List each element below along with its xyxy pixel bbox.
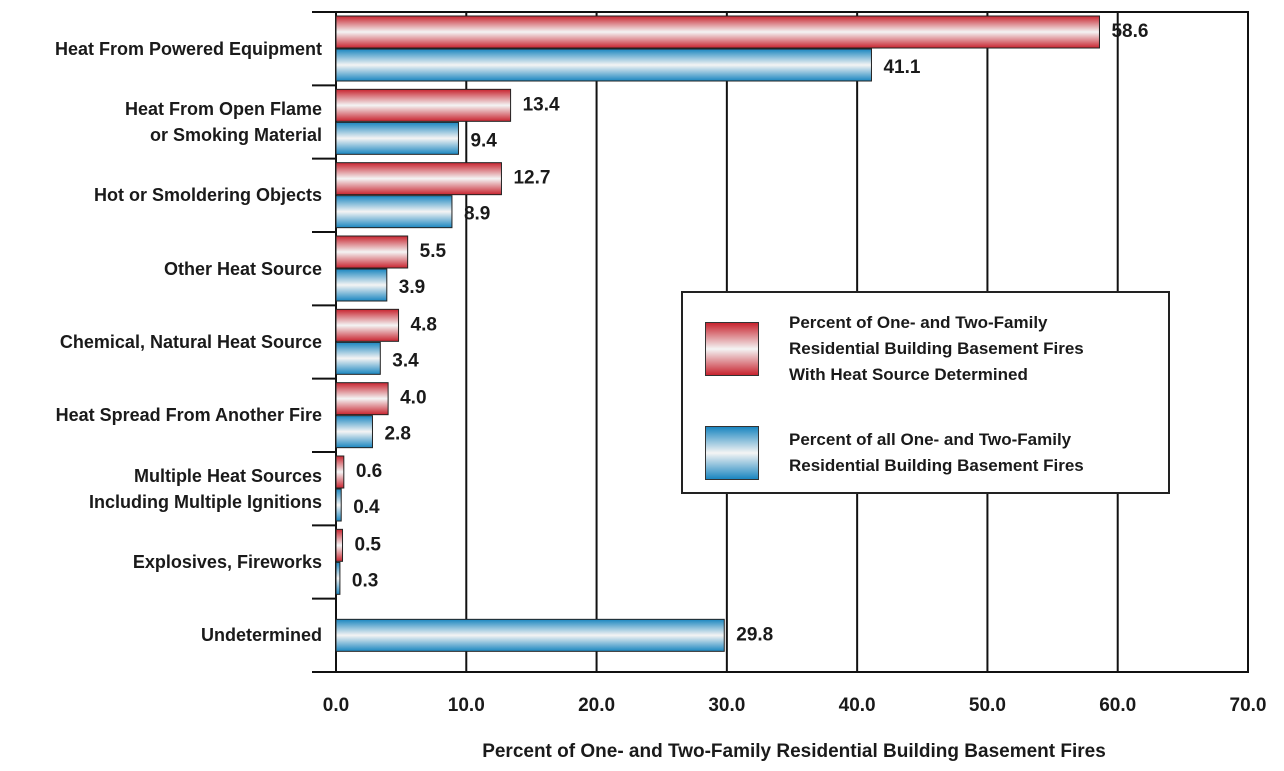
legend-label: Percent of all One- and Two-Family Resid… (789, 430, 1084, 475)
value-label: 12.7 (513, 168, 550, 189)
value-label: 4.8 (411, 314, 437, 335)
value-label: 0.3 (352, 570, 378, 591)
x-tick-label: 20.0 (578, 695, 615, 716)
x-tick-label: 40.0 (839, 695, 876, 716)
legend-item: Percent of all One- and Two-Family Resid… (705, 426, 1084, 480)
bar (335, 235, 409, 269)
bar (335, 121, 459, 155)
bar (335, 382, 389, 416)
value-label: 8.9 (464, 204, 490, 225)
y-tick-label: Heat From Open Flame or Smoking Material (124, 99, 322, 145)
value-label: 3.9 (399, 277, 425, 298)
value-label: 5.5 (420, 241, 447, 262)
y-tick-label: Undetermined (200, 625, 322, 646)
bar (335, 308, 400, 342)
bar (335, 618, 725, 652)
value-label: 0.4 (353, 497, 380, 518)
value-label: 4.0 (400, 388, 426, 409)
value-label: 13.4 (523, 94, 560, 115)
x-tick-label: 70.0 (1230, 695, 1267, 716)
legend-item: Percent of One- and Two-Family Residenti… (705, 310, 1084, 388)
y-tick-label: Hot or Smoldering Objects (93, 185, 322, 206)
value-label: 58.6 (1111, 21, 1148, 42)
bar (335, 162, 502, 196)
y-tick-label: Explosives, Fireworks (132, 552, 322, 572)
value-label: 0.5 (355, 534, 382, 555)
legend-swatch (705, 322, 759, 376)
value-label: 9.4 (470, 130, 497, 151)
bar (335, 88, 512, 122)
bar (335, 15, 1100, 49)
bar (335, 488, 342, 522)
bar (335, 268, 388, 302)
y-tick-label: Heat From Powered Equipment (54, 38, 322, 59)
value-label: 2.8 (384, 424, 410, 445)
x-tick-label: 30.0 (708, 695, 745, 716)
y-tick-label: Multiple Heat Sources Including Multiple… (89, 465, 322, 512)
bar (335, 561, 341, 595)
y-tick-label: Chemical, Natural Heat Source (59, 332, 322, 352)
x-tick-label: 10.0 (448, 695, 485, 716)
x-axis-title: Percent of One- and Two-Family Residenti… (482, 741, 1106, 762)
legend: Percent of One- and Two-Family Residenti… (681, 291, 1170, 494)
x-tick-label: 0.0 (323, 695, 349, 716)
bar (335, 528, 344, 562)
bar (335, 341, 381, 375)
x-tick-label: 60.0 (1099, 695, 1136, 716)
value-label: 29.8 (736, 624, 773, 645)
value-label: 3.4 (392, 350, 419, 371)
value-label: 41.1 (883, 57, 920, 78)
bar (335, 48, 872, 82)
x-tick-label: 50.0 (969, 695, 1006, 716)
legend-swatch (705, 426, 759, 480)
value-label: 0.6 (356, 461, 382, 482)
y-tick-label: Heat Spread From Another Fire (55, 405, 322, 426)
bar (335, 415, 373, 449)
legend-label: Percent of One- and Two-Family Residenti… (789, 313, 1084, 384)
bar (335, 195, 453, 229)
y-tick-label: Other Heat Source (163, 258, 322, 279)
bar (335, 455, 345, 489)
